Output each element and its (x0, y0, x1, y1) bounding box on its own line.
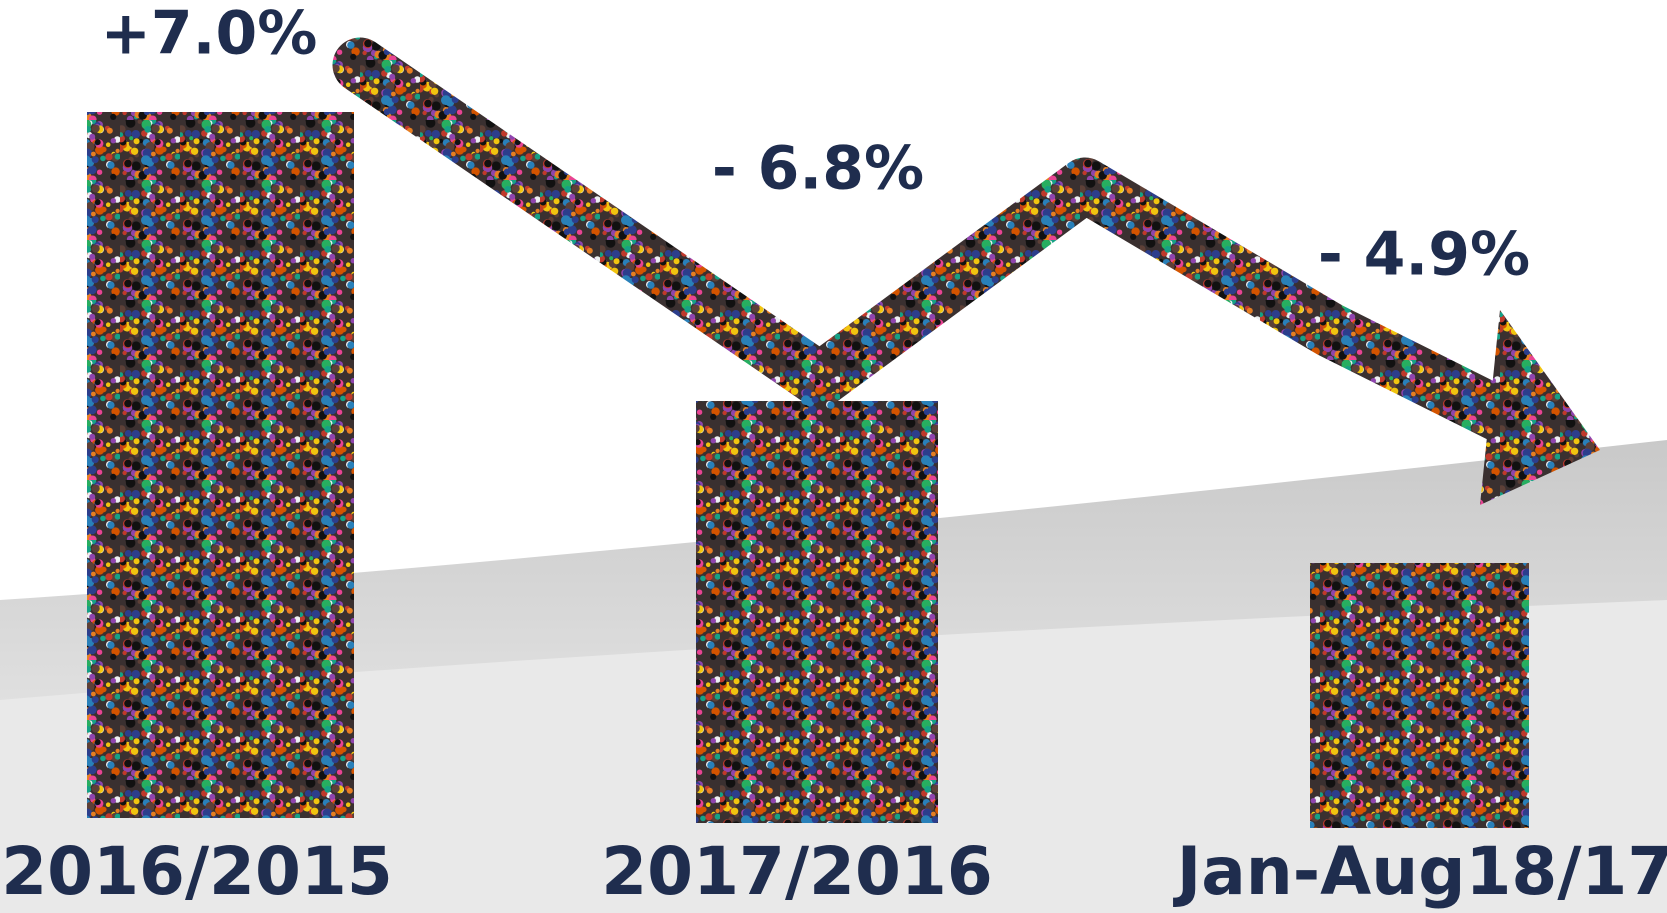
period-label: Jan-Aug18/17 (1173, 833, 1667, 910)
period-label: 2017/2016 (601, 833, 993, 910)
period-label: 2016/2015 (1, 833, 393, 910)
crowd-bar (1310, 563, 1529, 828)
crowd-bar (696, 401, 938, 823)
change-label: - 4.9% (1318, 220, 1530, 290)
crowd-arrow (332, 37, 1578, 468)
arrow-head (1480, 310, 1600, 505)
change-label: - 6.8% (712, 134, 924, 204)
change-label: +7.0% (101, 0, 318, 69)
crowd-bar (87, 112, 354, 818)
